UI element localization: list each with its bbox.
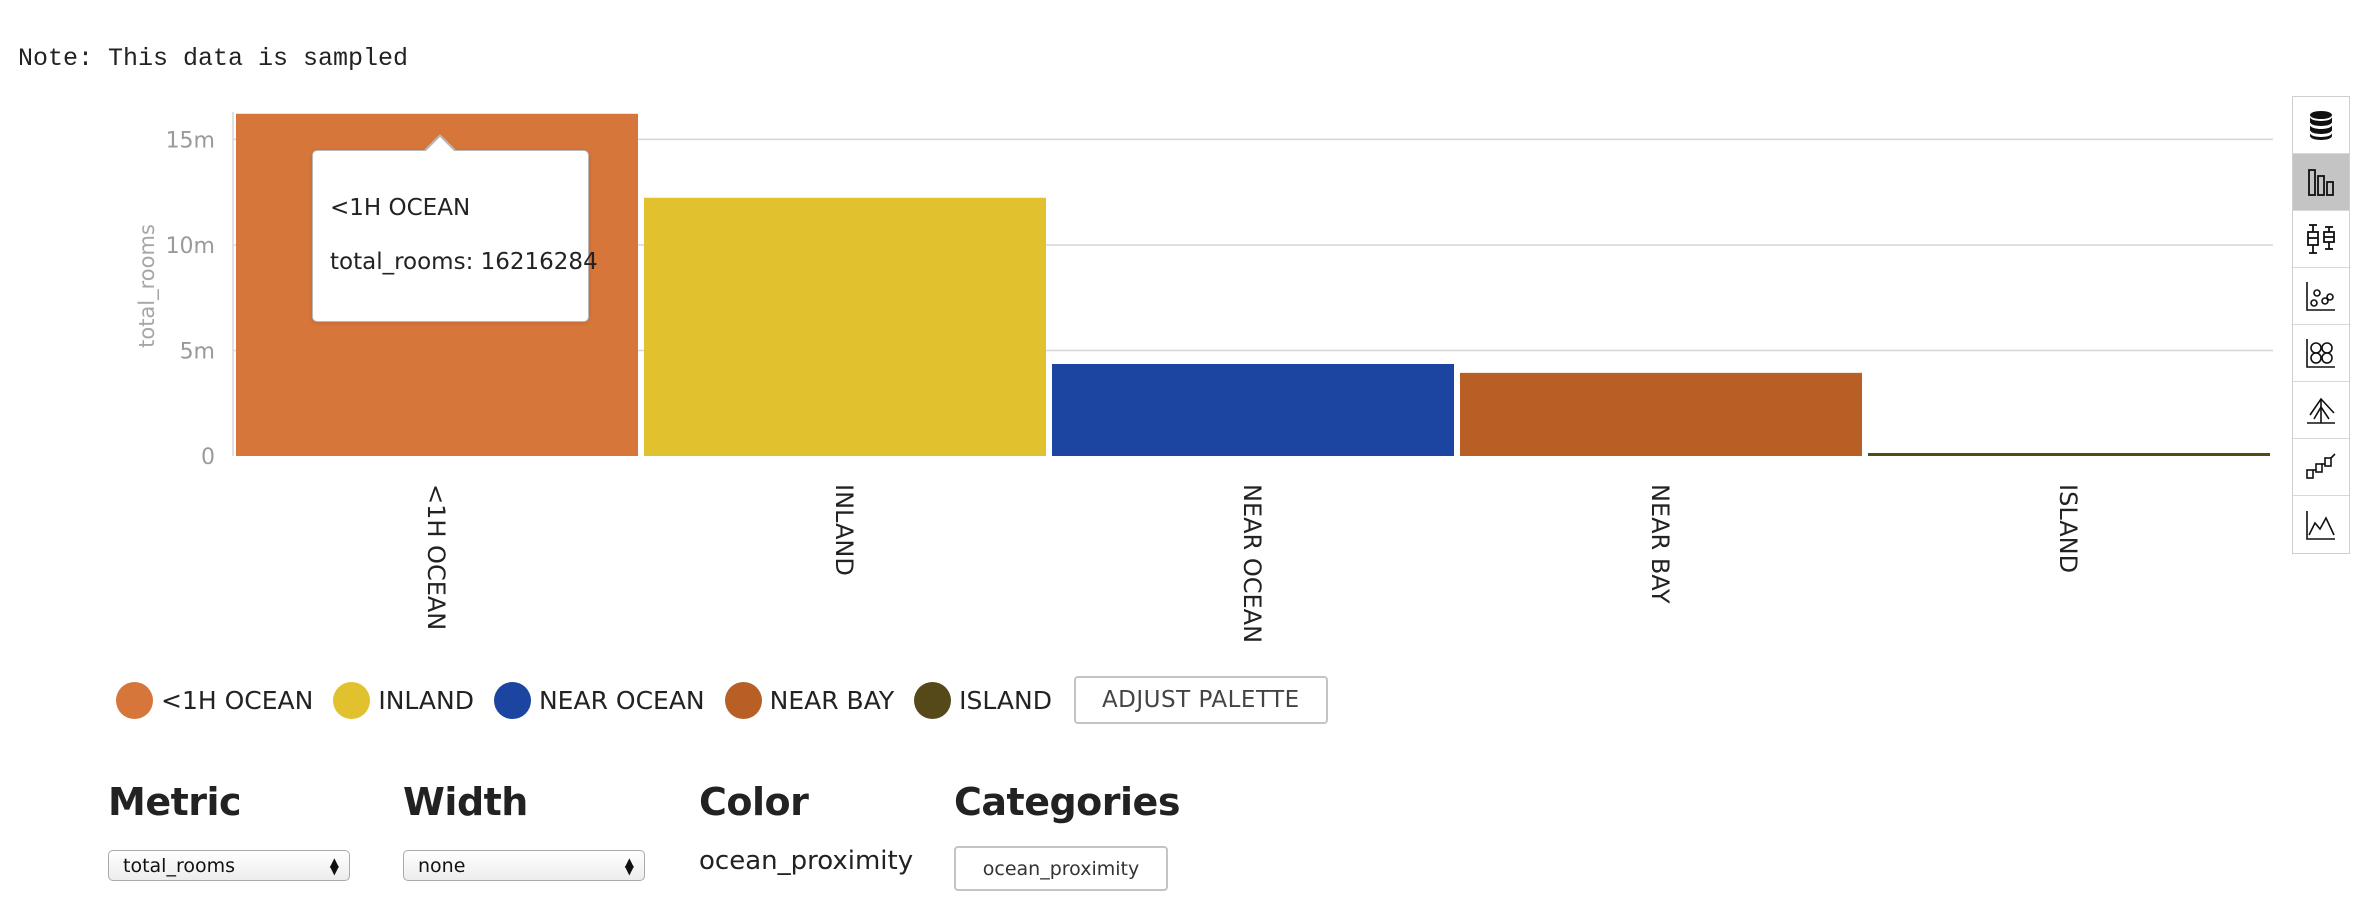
bar-near-bay[interactable] — [1460, 372, 1862, 456]
chart-type-toolbar — [2292, 96, 2350, 554]
legend-swatch — [914, 681, 952, 719]
legend-label: NEAR OCEAN — [538, 685, 705, 715]
select-arrows-icon: ▲ ▼ — [329, 854, 339, 877]
metric-control: Metric total_rooms ▲ ▼ — [108, 780, 350, 881]
width-value: none — [418, 854, 466, 877]
sampled-note: Note: This data is sampled — [18, 44, 409, 73]
legend-item-near-ocean[interactable]: NEAR OCEAN — [493, 681, 705, 719]
color-control: Color ocean_proximity — [699, 780, 913, 876]
y-tick-label: 10m — [166, 234, 215, 259]
tool-bubble[interactable] — [2293, 325, 2349, 382]
tool-database[interactable] — [2293, 97, 2349, 154]
width-select[interactable]: none ▲ ▼ — [403, 850, 645, 881]
tooltip-value: total_rooms: 16216284 — [330, 249, 598, 275]
x-tick-label: <1H OCEAN — [422, 484, 450, 630]
bubble-icon — [2306, 339, 2335, 368]
area-chart-icon — [2306, 510, 2335, 540]
color-value: ocean_proximity — [699, 846, 914, 876]
waterfall-icon — [2306, 453, 2336, 479]
metric-select[interactable]: total_rooms ▲ ▼ — [108, 850, 350, 881]
tool-area-chart[interactable] — [2293, 496, 2349, 553]
legend-swatch — [724, 681, 762, 719]
legend-swatch — [116, 681, 153, 719]
tool-tree[interactable] — [2293, 382, 2349, 439]
legend-swatch — [493, 681, 531, 719]
legend-label: <1H OCEAN — [161, 685, 314, 715]
width-control: Width none ▲ ▼ — [403, 780, 645, 881]
legend-item-island[interactable]: ISLAND — [914, 681, 1052, 719]
tool-bar-chart[interactable] — [2293, 154, 2349, 211]
legend-label: ISLAND — [959, 685, 1052, 715]
bar-tooltip: <1H OCEAN total_rooms: 16216284 — [312, 134, 598, 322]
adjust-palette-button[interactable]: ADJUST PALETTE — [1073, 676, 1328, 724]
tool-scatter[interactable] — [2293, 268, 2349, 325]
y-tick-label: 15m — [166, 128, 215, 153]
y-tick-label: 5m — [180, 339, 215, 364]
legend-item-near-bay[interactable]: NEAR BAY — [724, 681, 895, 719]
select-arrows-icon: ▲ ▼ — [624, 854, 634, 877]
database-icon — [2310, 111, 2332, 140]
scatter-icon — [2306, 282, 2335, 311]
x-tick-label: INLAND — [830, 484, 858, 576]
categories-button[interactable]: ocean_proximity — [954, 846, 1168, 891]
tooltip-category: <1H OCEAN — [330, 195, 471, 221]
width-title: Width — [403, 780, 528, 824]
color-title: Color — [699, 780, 809, 824]
tool-waterfall[interactable] — [2293, 439, 2349, 496]
bar-inland[interactable] — [644, 197, 1046, 457]
categories-title: Categories — [954, 780, 1180, 824]
tool-box-plot[interactable] — [2293, 211, 2349, 268]
y-tick-label: 0 — [201, 445, 215, 470]
x-tick-label: NEAR OCEAN — [1238, 484, 1266, 643]
bar-near-ocean[interactable] — [1052, 363, 1454, 456]
bar-island[interactable] — [1868, 453, 2270, 456]
legend-label: INLAND — [378, 685, 474, 715]
metric-title: Metric — [108, 780, 242, 824]
x-tick-label: NEAR BAY — [1646, 484, 1674, 604]
metric-value: total_rooms — [123, 854, 235, 877]
legend-label: NEAR BAY — [769, 685, 895, 715]
chart-legend: <1H OCEAN INLAND NEAR OCEAN NEAR BAY ISL… — [116, 676, 1328, 724]
tree-icon — [2307, 397, 2335, 424]
bar-chart: 0 5m 10m 15m <1H OCEAN INLAND NEAR OCEAN NEAR … — [135, 112, 2273, 643]
legend-item-1h-ocean[interactable]: <1H OCEAN — [116, 681, 314, 719]
y-axis-label: total_rooms — [135, 224, 160, 348]
legend-item-inland[interactable]: INLAND — [333, 681, 474, 719]
x-tick-label: ISLAND — [2054, 484, 2082, 573]
box-plot-icon — [2307, 224, 2335, 254]
legend-swatch — [333, 681, 371, 719]
bar-chart-icon — [2308, 169, 2334, 196]
categories-control: Categories ocean_proximity — [954, 780, 1180, 891]
